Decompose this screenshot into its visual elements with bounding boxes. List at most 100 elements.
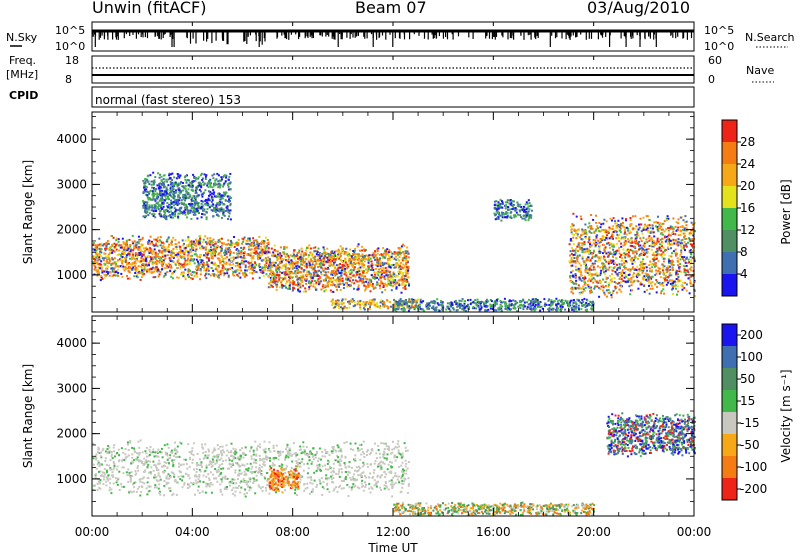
heatmap-cell [111, 244, 114, 247]
heatmap-cell [339, 282, 342, 285]
heatmap-cell [155, 269, 158, 272]
heatmap-cell [609, 217, 612, 220]
heatmap-cell [337, 279, 340, 281]
heatmap-cell [348, 258, 351, 261]
heatmap-cell [338, 302, 341, 305]
heatmap-cell [190, 274, 193, 277]
heatmap-cell [255, 247, 258, 250]
heatmap-cell [670, 260, 673, 263]
heatmap-cell [354, 258, 357, 261]
heatmap-cell [667, 269, 670, 272]
heatmap-cell [106, 261, 109, 264]
heatmap-cell [336, 303, 339, 306]
heatmap-cell [310, 260, 313, 262]
heatmap-cell [99, 267, 102, 270]
heatmap-cell [108, 274, 111, 277]
heatmap-cell [653, 244, 656, 247]
heatmap-cell [370, 269, 373, 271]
heatmap-cell [639, 244, 642, 247]
heatmap-cell [247, 265, 250, 268]
heatmap-cell [127, 267, 130, 270]
heatmap-cell [635, 252, 638, 255]
heatmap-cell [692, 232, 695, 235]
heatmap-cell [341, 269, 343, 272]
heatmap-cell [315, 282, 318, 285]
heatmap-cell [648, 284, 650, 287]
heatmap-cell [284, 285, 287, 288]
heatmap-cell [607, 262, 610, 265]
heatmap-cell [189, 241, 192, 244]
heatmap-cell [170, 266, 173, 269]
heatmap-cell [388, 255, 391, 258]
heatmap-cell [271, 270, 274, 273]
heatmap-cell [254, 248, 256, 251]
heatmap-cell [195, 210, 197, 213]
heatmap-cell [674, 248, 677, 251]
heatmap-cell [245, 239, 248, 242]
heatmap-cell [97, 268, 100, 270]
heatmap-cell [279, 252, 282, 255]
heatmap-cell [602, 278, 604, 281]
heatmap-cell [357, 284, 360, 287]
heatmap-cell [149, 247, 152, 250]
heatmap-cell [265, 246, 268, 249]
heatmap-cell [643, 283, 646, 286]
heatmap-cell [192, 258, 195, 261]
heatmap-cell [417, 303, 420, 306]
heatmap-cell [186, 254, 189, 257]
heatmap-cell [623, 264, 626, 267]
heatmap-cell [376, 281, 379, 284]
heatmap-cell [234, 256, 237, 259]
heatmap-cell [253, 264, 256, 267]
heatmap-cell [593, 287, 596, 290]
heatmap-cell [363, 308, 366, 311]
heatmap-cell [370, 300, 373, 302]
heatmap-cell [105, 241, 108, 244]
heatmap-cell [677, 264, 679, 267]
heatmap-cell [602, 289, 604, 292]
heatmap-cell [305, 247, 308, 249]
heatmap-cell [357, 286, 360, 289]
heatmap-cell [647, 276, 649, 279]
heatmap-cell [627, 277, 630, 280]
heatmap-cell [663, 280, 666, 283]
heatmap-cell [660, 228, 663, 231]
heatmap-cell [335, 268, 338, 271]
heatmap-cell [235, 243, 238, 246]
heatmap-cell [194, 243, 197, 246]
heatmap-cell [625, 242, 628, 245]
heatmap-cell [684, 261, 687, 264]
heatmap-cell [632, 245, 635, 248]
heatmap-cell [647, 278, 650, 281]
heatmap-cell [218, 266, 221, 269]
heatmap-cell [637, 271, 640, 274]
heatmap-cell [199, 244, 202, 247]
heatmap-cell [320, 260, 323, 263]
heatmap-cell [587, 285, 590, 288]
heatmap-cell [591, 257, 594, 260]
heatmap-cell [167, 246, 170, 248]
heatmap-cell [170, 251, 173, 254]
heatmap-cell [252, 251, 255, 254]
heatmap-cell [184, 268, 187, 271]
heatmap-cell [176, 203, 179, 206]
heatmap-cell [103, 276, 106, 279]
heatmap-cell [232, 263, 235, 266]
heatmap-cell [580, 287, 583, 290]
heatmap-cell [173, 195, 176, 198]
heatmap-cell [573, 257, 576, 259]
heatmap-cell [373, 277, 376, 280]
heatmap-cell [148, 250, 151, 253]
heatmap-cell [628, 251, 630, 254]
heatmap-cell [658, 227, 661, 230]
heatmap-cell [190, 241, 193, 244]
heatmap-cell [325, 261, 328, 264]
heatmap-cell [367, 285, 370, 288]
heatmap-cell [401, 278, 404, 281]
heatmap-cell [182, 266, 185, 269]
heatmap-cell [302, 284, 304, 287]
heatmap-cell [571, 264, 574, 267]
heatmap-cell [257, 244, 260, 247]
heatmap-cell [218, 179, 221, 182]
heatmap-cell [313, 264, 316, 267]
